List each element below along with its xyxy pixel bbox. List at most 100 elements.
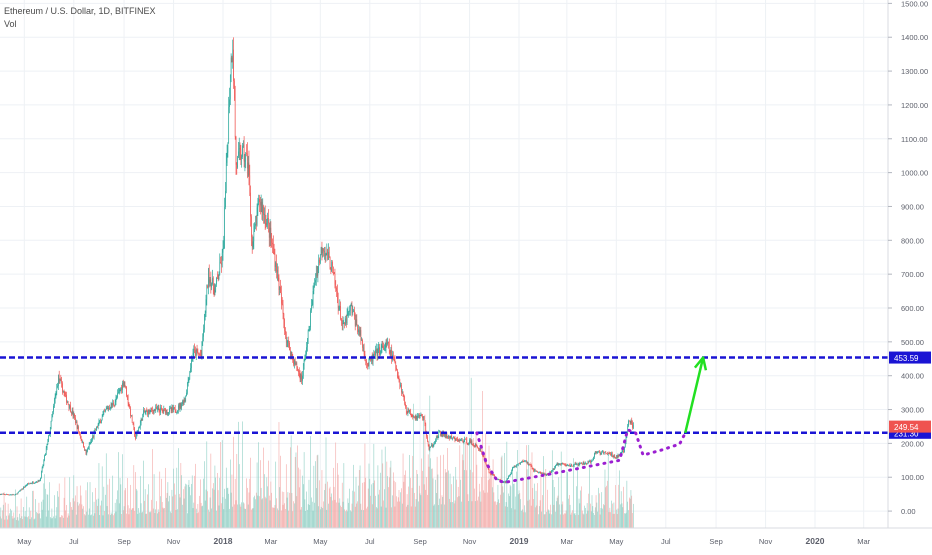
candle-body [25,486,26,487]
candle-body [86,451,87,454]
candle-body [42,468,43,472]
volume-bar [550,514,551,528]
volume-bar [304,452,305,528]
candle-body [385,348,386,349]
volume-bar [249,479,250,528]
candle-body [223,248,224,252]
candle-body [149,409,150,412]
candle-body [375,350,376,356]
volume-bar [198,504,199,528]
target-arrow-shaft[interactable] [685,358,703,433]
volume-bar [261,488,262,528]
candle-body [18,491,19,492]
candle-body [145,412,146,413]
volume-bar [129,508,130,528]
candle-body [623,451,624,452]
volume-bar [458,487,459,528]
candle-body [489,469,490,473]
volume-bar [137,491,138,528]
candle-body [258,203,259,207]
volume-bar [348,498,349,528]
volume-bar [489,446,490,528]
projection-path[interactable] [477,430,686,483]
volume-bar [71,507,72,528]
volume-bar [7,519,8,528]
candle-body [267,220,268,225]
candle-body [257,207,258,224]
candle-body [300,373,301,379]
volume-bar [155,509,156,528]
candle-body [159,410,160,412]
volume-bar [44,474,45,528]
volume-bar [217,473,218,528]
candle-body [481,449,482,452]
candle-body [211,279,212,287]
volume-label[interactable]: Vol [4,18,156,31]
time-tick-label: 2018 [214,536,233,546]
volume-bar [28,516,29,528]
candle-body [127,396,128,397]
candle-body [601,454,602,455]
candle-body [144,410,145,412]
volume-bar [573,458,574,528]
volume-bar [259,496,260,528]
candle-body [297,369,298,370]
candle-body [35,483,36,484]
candle-body [159,408,160,411]
volume-bar [145,489,146,528]
candle-body [232,50,233,62]
volume-bar [49,482,50,528]
candle-body [301,375,302,380]
candle-body [112,403,113,405]
candle-body [84,448,85,451]
volume-bar [475,501,476,528]
volume-bar [373,483,374,528]
volume-bar [520,493,521,528]
candle-body [465,439,466,440]
volume-bar [440,455,441,528]
candle-body [461,440,462,441]
volume-bar [103,515,104,528]
candle-body [166,410,167,414]
volume-bar [242,421,243,528]
candle-body [382,346,383,347]
volume-bar [230,460,231,528]
candle-body [326,253,327,256]
volume-bar [295,457,296,528]
candle-body [427,437,428,441]
candle-body [412,417,413,418]
volume-bar [70,502,71,528]
candle-body [380,353,381,355]
volume-bar [244,503,245,528]
volume-bar [280,456,281,528]
volume-bar [386,508,387,528]
volume-bar [74,501,75,528]
volume-bar [270,500,271,528]
candle-body [103,414,104,416]
candle-body [352,311,353,313]
volume-bar [430,396,431,528]
candle-body [96,427,97,431]
volume-bar [250,458,251,528]
volume-bar [276,498,277,528]
horizontal-levels[interactable] [0,358,888,433]
volume-bar [126,514,127,528]
volume-bar [511,508,512,528]
level-badge-label: 453.59 [894,354,919,363]
volume-bar [539,506,540,528]
symbol-title[interactable]: Ethereum / U.S. Dollar, 1D, BITFINEX [4,5,156,18]
candle-body [524,462,525,463]
candle-body [64,391,65,392]
volume-bar [405,470,406,528]
candle-body [515,467,516,468]
candle-body [256,224,257,225]
volume-bar [518,494,519,528]
volume-bar [632,513,633,528]
candle-body [129,404,130,407]
candlesticks [0,37,634,495]
volume-bar [170,512,171,528]
volume-bar [80,486,81,528]
candle-body [189,372,190,379]
